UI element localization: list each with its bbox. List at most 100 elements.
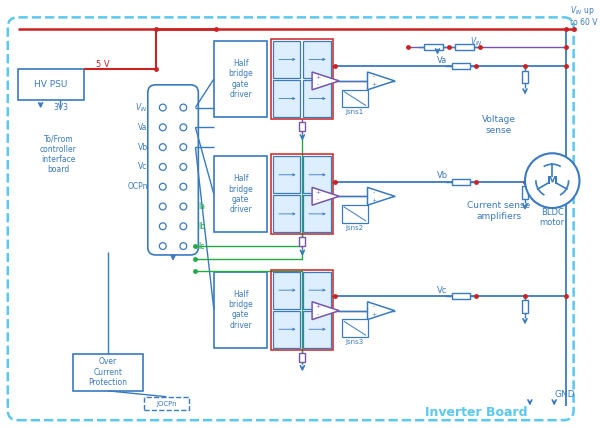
Text: Va: Va <box>139 123 148 132</box>
Text: Ia: Ia <box>199 202 205 211</box>
Text: GND: GND <box>554 390 575 399</box>
Bar <box>273 311 301 348</box>
Bar <box>522 186 528 199</box>
Bar <box>271 39 334 119</box>
Text: Ib: Ib <box>199 222 205 231</box>
Text: Half
bridge
gate
driver: Half bridge gate driver <box>228 174 253 214</box>
Bar <box>424 44 443 50</box>
Text: $V_{IN}$: $V_{IN}$ <box>135 101 148 114</box>
Circle shape <box>160 104 166 111</box>
Text: JOCPn: JOCPn <box>156 401 176 407</box>
Bar <box>452 63 470 69</box>
Text: Vc: Vc <box>437 285 448 294</box>
Text: BLDC
motor: BLDC motor <box>539 208 565 228</box>
Bar <box>522 71 528 83</box>
Bar <box>144 397 188 410</box>
Text: Jsns2: Jsns2 <box>346 225 364 231</box>
Bar <box>455 44 474 50</box>
Bar <box>342 205 368 223</box>
FancyBboxPatch shape <box>8 18 574 420</box>
Text: Voltage
sense: Voltage sense <box>482 115 516 135</box>
Bar <box>214 272 268 348</box>
Text: $V_{IN}$ up
to 60 V: $V_{IN}$ up to 60 V <box>570 4 597 27</box>
Bar <box>342 319 368 337</box>
Text: Jsns3: Jsns3 <box>346 339 364 345</box>
Text: Vb: Vb <box>137 143 148 152</box>
Text: Over
Current
Protection: Over Current Protection <box>88 357 127 387</box>
Bar <box>273 41 301 78</box>
Bar <box>299 122 305 131</box>
Text: +: + <box>316 190 321 195</box>
Text: HV PSU: HV PSU <box>34 80 67 89</box>
Text: -: - <box>317 82 319 87</box>
Polygon shape <box>368 72 395 90</box>
Bar <box>17 69 83 101</box>
Polygon shape <box>368 187 395 205</box>
Circle shape <box>160 144 166 151</box>
Bar <box>522 300 528 313</box>
Text: +: + <box>316 74 321 80</box>
Bar <box>299 238 305 246</box>
Text: +: + <box>316 304 321 309</box>
Polygon shape <box>312 187 340 205</box>
Text: +: + <box>371 312 376 317</box>
Bar <box>304 311 331 348</box>
Text: Vc: Vc <box>139 162 148 172</box>
Text: +: + <box>371 198 376 202</box>
Polygon shape <box>312 72 340 90</box>
Text: Ic: Ic <box>199 241 205 250</box>
Bar <box>73 354 143 391</box>
Bar <box>273 156 301 193</box>
Circle shape <box>160 243 166 250</box>
Circle shape <box>180 183 187 190</box>
Bar <box>452 293 470 299</box>
Bar <box>273 195 301 232</box>
Text: -: - <box>373 74 375 80</box>
Text: -: - <box>373 304 375 309</box>
Bar <box>304 195 331 232</box>
Text: 3V3: 3V3 <box>53 103 68 112</box>
Bar <box>214 41 268 117</box>
Circle shape <box>180 104 187 111</box>
Circle shape <box>180 163 187 170</box>
Circle shape <box>160 183 166 190</box>
Text: Jsns1: Jsns1 <box>346 109 364 115</box>
Text: Va: Va <box>437 56 448 65</box>
Text: Half
bridge
gate
driver: Half bridge gate driver <box>228 59 253 99</box>
Bar <box>304 272 331 309</box>
Circle shape <box>160 223 166 230</box>
Bar <box>452 178 470 184</box>
Bar <box>273 80 301 117</box>
Bar <box>214 156 268 232</box>
Circle shape <box>180 203 187 210</box>
Polygon shape <box>312 302 340 320</box>
Bar <box>271 154 334 235</box>
Circle shape <box>180 243 187 250</box>
Text: -: - <box>317 198 319 202</box>
Text: Half
bridge
gate
driver: Half bridge gate driver <box>228 290 253 330</box>
Bar <box>304 41 331 78</box>
Circle shape <box>160 203 166 210</box>
Text: M: M <box>547 175 558 186</box>
Circle shape <box>160 124 166 131</box>
Bar <box>299 353 305 362</box>
Bar <box>271 270 334 350</box>
FancyBboxPatch shape <box>148 85 199 255</box>
Text: -: - <box>317 312 319 317</box>
Bar <box>342 90 368 107</box>
Text: 5 V: 5 V <box>96 60 110 69</box>
Text: -: - <box>373 190 375 195</box>
Text: OCPn: OCPn <box>127 182 148 191</box>
Text: +: + <box>371 82 376 87</box>
Polygon shape <box>368 302 395 320</box>
Bar <box>304 156 331 193</box>
Text: $V_{IN}$: $V_{IN}$ <box>470 36 483 48</box>
Text: To/From
controller
interface
board: To/From controller interface board <box>40 134 77 174</box>
Circle shape <box>180 124 187 131</box>
Circle shape <box>180 223 187 230</box>
Text: Inverter Board: Inverter Board <box>425 406 527 419</box>
Circle shape <box>180 144 187 151</box>
Text: Current sense
amplifiers: Current sense amplifiers <box>467 201 530 221</box>
Circle shape <box>160 163 166 170</box>
Circle shape <box>525 153 580 208</box>
